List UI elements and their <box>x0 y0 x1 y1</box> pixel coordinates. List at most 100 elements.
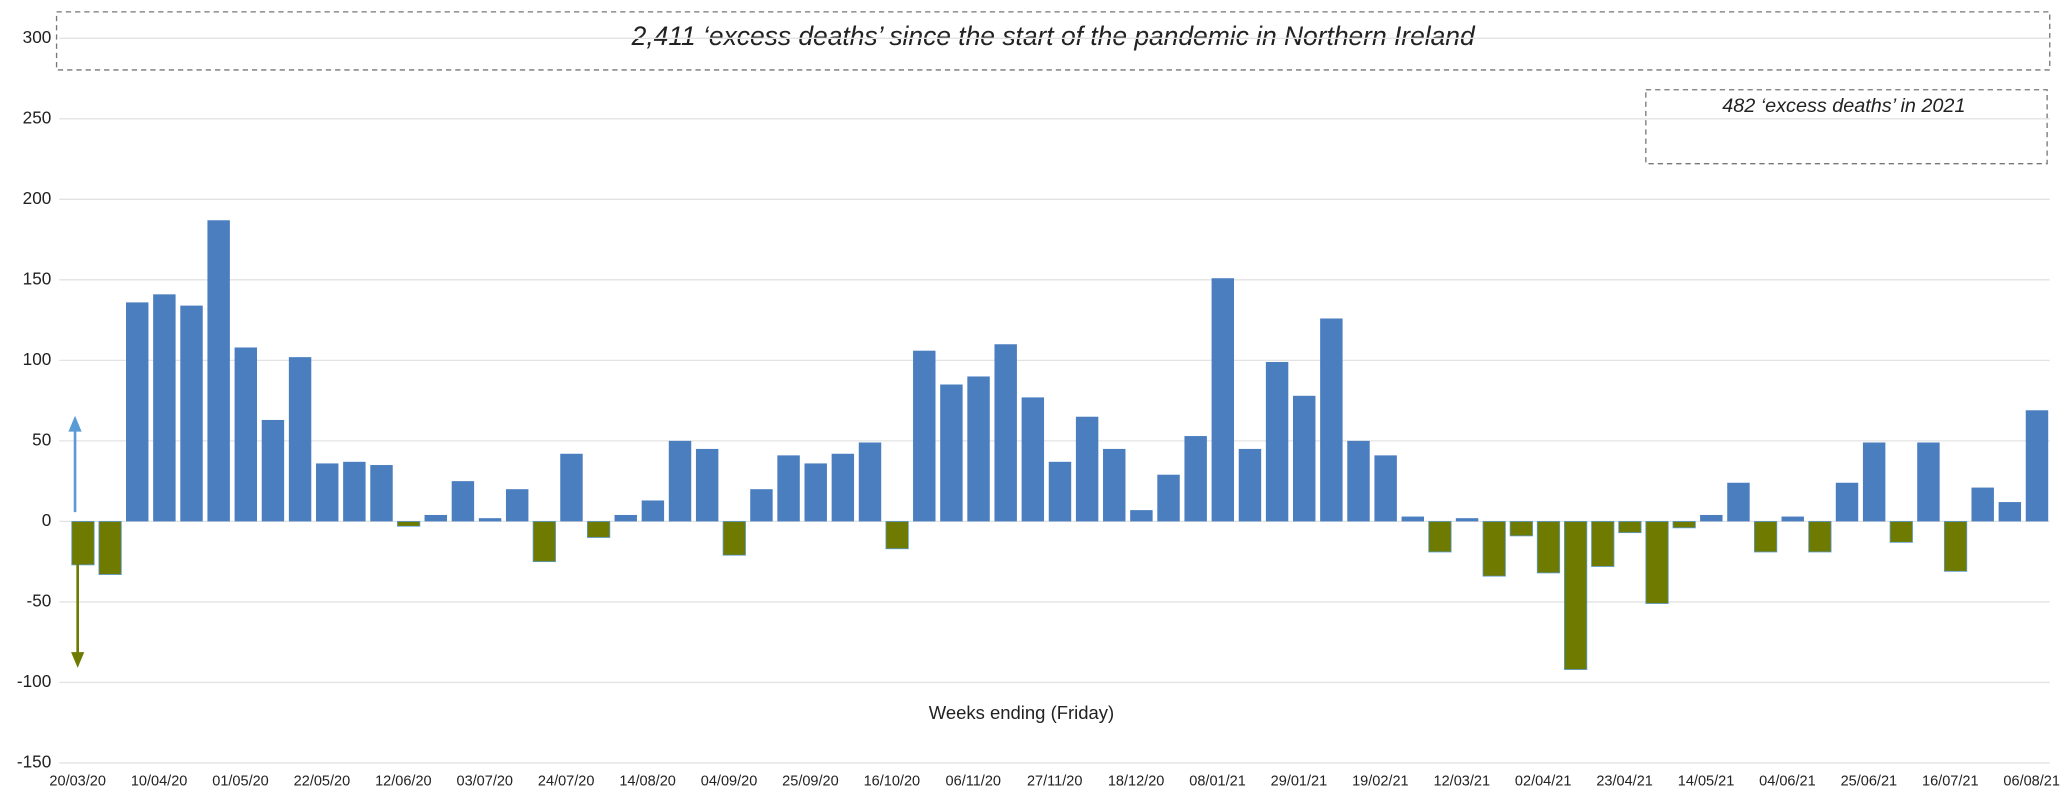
chart-title: 2,411 ‘excess deaths’ since the start of… <box>631 21 1476 51</box>
bar <box>532 521 556 563</box>
x-tick-label: 22/05/20 <box>294 773 351 789</box>
x-tick-label: 04/06/21 <box>1759 773 1816 789</box>
y-tick-label: 250 <box>23 107 52 127</box>
bar <box>397 521 421 527</box>
bar <box>126 302 149 522</box>
x-tick-label: 18/12/20 <box>1108 773 1165 789</box>
bar <box>1401 516 1425 522</box>
bar <box>804 463 827 522</box>
x-tick-label: 03/07/20 <box>457 773 514 789</box>
bar <box>1211 278 1235 522</box>
bar <box>424 514 447 522</box>
bar <box>2025 410 2049 522</box>
bar <box>1808 521 1832 553</box>
bar <box>750 489 773 522</box>
bar <box>1591 521 1615 567</box>
x-tick-label: 14/05/21 <box>1678 773 1735 789</box>
y-tick-label: 100 <box>23 349 52 369</box>
bar <box>1672 521 1696 529</box>
bar <box>288 357 312 522</box>
annotation: 482 ‘excess deaths’ in 2021 <box>1722 95 1965 117</box>
bar <box>1021 397 1045 522</box>
bar <box>1917 442 1940 522</box>
x-tick-label: 16/10/20 <box>864 773 921 789</box>
y-tick-label: -50 <box>26 590 51 610</box>
bar <box>1564 521 1588 670</box>
bar <box>586 521 611 538</box>
x-tick-label: 02/04/21 <box>1515 773 1572 789</box>
bar <box>505 489 529 522</box>
bar <box>1157 474 1180 522</box>
bar <box>668 440 692 522</box>
bar <box>98 521 122 575</box>
bar <box>1943 521 1968 572</box>
bar <box>207 220 230 522</box>
bar <box>261 419 285 522</box>
bar <box>1238 448 1262 522</box>
x-tick-label: 08/01/21 <box>1189 773 1246 789</box>
y-tick-label: -150 <box>17 751 51 771</box>
bar <box>1428 521 1452 553</box>
title-box <box>55 11 2051 71</box>
bar <box>1455 518 1479 522</box>
y-tick-label: 50 <box>32 429 51 449</box>
x-tick-label: 12/03/21 <box>1434 773 1491 789</box>
y-tick-label: 0 <box>42 510 52 530</box>
x-tick-label: 04/09/20 <box>701 773 758 789</box>
bar <box>1347 440 1370 522</box>
bar <box>1727 482 1750 522</box>
bar <box>1130 510 1153 522</box>
x-tick-label: 06/11/20 <box>946 773 1001 789</box>
y-tick-label: 150 <box>23 268 52 288</box>
bar <box>858 442 882 522</box>
bar <box>885 521 909 550</box>
bar <box>614 514 637 522</box>
bar <box>777 455 800 522</box>
bar <box>1265 361 1289 522</box>
bar <box>695 448 719 522</box>
bar <box>71 521 95 566</box>
up-arrow-head <box>68 415 82 432</box>
y-tick-label: 300 <box>23 27 52 47</box>
bar <box>1509 521 1533 537</box>
bar <box>1889 521 1913 543</box>
annotation-box <box>1645 89 2048 165</box>
bar <box>1781 516 1804 522</box>
x-tick-label: 23/04/21 <box>1596 773 1653 789</box>
bar <box>722 521 746 556</box>
bar <box>1618 521 1642 534</box>
x-tick-label: 27/11/20 <box>1027 773 1082 789</box>
bar <box>940 384 963 522</box>
bar <box>315 463 339 522</box>
bar <box>180 305 203 522</box>
bar <box>234 347 258 522</box>
bar <box>1971 487 1994 522</box>
x-tick-label: 25/06/21 <box>1841 773 1898 789</box>
bar <box>1482 521 1506 577</box>
bar <box>1645 521 1669 604</box>
x-tick-label: 16/07/21 <box>1922 773 1979 789</box>
x-tick-label: 12/06/20 <box>375 773 432 789</box>
x-tick-label: 19/02/21 <box>1352 773 1409 789</box>
x-tick-label: 01/05/20 <box>212 773 269 789</box>
x-tick-label: 25/09/20 <box>782 773 839 789</box>
bar <box>478 518 502 522</box>
bar <box>1998 502 2022 522</box>
bar <box>451 481 475 522</box>
bar <box>1184 436 1207 522</box>
bar <box>994 344 1017 522</box>
y-tick-label: -100 <box>17 671 51 691</box>
bar <box>1103 448 1126 522</box>
bar <box>1374 455 1397 522</box>
x-tick-label: 10/04/20 <box>131 773 188 789</box>
bar <box>1293 395 1316 522</box>
bar <box>1835 482 1859 522</box>
bar <box>967 376 990 522</box>
bar <box>1320 318 1343 522</box>
x-tick-label: 24/07/20 <box>538 773 595 789</box>
bar <box>1862 442 1886 522</box>
x-axis-label: Weeks ending (Friday) <box>929 702 1114 723</box>
bar <box>1753 521 1778 553</box>
bar <box>913 350 936 522</box>
